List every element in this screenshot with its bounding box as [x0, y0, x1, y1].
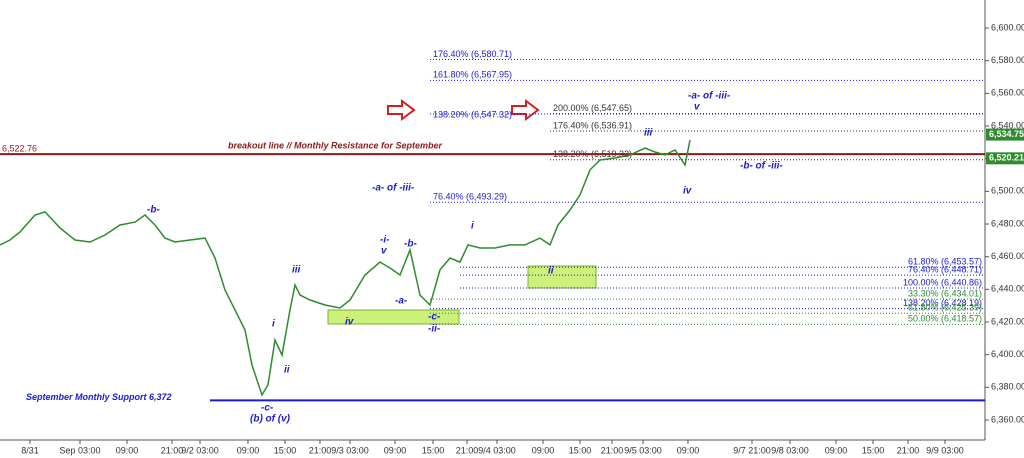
x-tick-label: 15:00	[422, 445, 445, 455]
wave-label: -b-	[404, 239, 417, 250]
wave-label: iii	[644, 128, 653, 139]
wave-label: -a- of -iii-	[688, 91, 731, 102]
x-tick-label: 21:00	[309, 445, 332, 455]
y-tick-label: 6,560.00	[991, 88, 1024, 98]
level-label: 138.20% (6,428.19)	[903, 298, 982, 308]
y-tick-label: 6,540.00	[991, 120, 1024, 130]
level-label: 76.40% (6,493.29)	[433, 192, 507, 202]
level-label: 138.20% (6,547.32)	[433, 109, 512, 119]
x-tick-label: 09:00	[532, 445, 555, 455]
price-badge	[986, 128, 1024, 141]
x-tick-label: 9/5 03:00	[624, 445, 662, 455]
y-tick-label: 6,480.00	[991, 218, 1024, 228]
wave-label: -ii-	[428, 324, 441, 335]
wave-label: -a- of -iii-	[372, 183, 415, 194]
x-tick-label: 09:00	[825, 445, 848, 455]
x-tick-label: 15:00	[862, 445, 885, 455]
x-tick-label: 15:00	[569, 445, 592, 455]
level-label: 61.80% (6,425.39)	[908, 303, 982, 313]
wave-label: -c-	[261, 403, 274, 414]
y-tick-label: 6,600.00	[991, 22, 1024, 32]
wave-label: -c-	[428, 312, 441, 323]
y-tick-label: 6,360.00	[991, 414, 1024, 424]
x-tick-label: 09:00	[237, 445, 260, 455]
x-tick-label: 9/7 21:00	[733, 445, 771, 455]
wave-label: i	[272, 319, 275, 330]
wave-label: -b- of -iii-	[740, 161, 783, 172]
price-badge	[986, 152, 1024, 165]
x-tick-label: 21:00	[161, 445, 184, 455]
wave-label: iv	[683, 186, 693, 197]
level-label: 33.30% (6,434.01)	[908, 289, 982, 299]
x-tick-label: Sep 03:00	[59, 445, 100, 455]
wave-label: -i-	[380, 235, 390, 246]
y-tick-label: 6,380.00	[991, 382, 1024, 392]
x-tick-label: 9/2 03:00	[181, 445, 219, 455]
wave-label: v	[694, 102, 701, 113]
breakout-value: 6,522.76	[2, 144, 37, 154]
breakout-text: breakout line // Monthly Resistance for …	[228, 141, 443, 151]
x-tick-label: 9/4 03:00	[478, 445, 516, 455]
y-tick-label: 6,400.00	[991, 349, 1024, 359]
x-tick-label: 09:00	[116, 445, 139, 455]
price-badge-label: 6,520.21	[989, 153, 1024, 163]
y-tick-label: 6,420.00	[991, 316, 1024, 326]
level-label: 50.00% (6,418.57)	[908, 314, 982, 324]
wave-label: v	[381, 246, 388, 257]
level-label: 176.40% (6,580.71)	[433, 49, 512, 59]
level-label: 176.40% (6,536.91)	[553, 120, 632, 130]
wave-label: iii	[292, 265, 301, 276]
x-tick-label: 9/9 03:00	[926, 445, 964, 455]
x-tick-label: 9/8 03:00	[771, 445, 809, 455]
wave-label: iv	[345, 317, 355, 328]
x-tick-label: 8/31	[21, 445, 39, 455]
level-label: 61.80% (6,453.57)	[908, 257, 982, 267]
x-tick-label: 21:00	[456, 445, 479, 455]
arrow	[387, 99, 416, 121]
level-label: 200.00% (6,547.65)	[553, 103, 632, 113]
y-tick-label: 6,500.00	[991, 186, 1024, 196]
support-text: September Monthly Support 6,372	[26, 392, 172, 402]
x-tick-label: 21:00	[897, 445, 920, 455]
x-tick-label: 21:00	[601, 445, 624, 455]
level-label: 76.40% (6,448.71)	[908, 265, 982, 275]
zone-box	[327, 309, 460, 325]
wave-label: (b) of (v)	[250, 414, 291, 425]
arrow	[511, 99, 540, 121]
y-tick-label: 6,580.00	[991, 55, 1024, 65]
wave-label: -a-	[395, 296, 408, 307]
level-label: 100.00% (6,440.86)	[903, 277, 982, 287]
x-tick-label: 9/3 03:00	[331, 445, 369, 455]
wave-label: i	[471, 221, 474, 232]
y-tick-label: 6,440.00	[991, 284, 1024, 294]
zone-box	[527, 265, 597, 289]
wave-label: -b-	[147, 205, 160, 216]
x-tick-label: 09:00	[384, 445, 407, 455]
y-tick-label: 6,460.00	[991, 251, 1024, 261]
x-tick-label: 09:00	[677, 445, 700, 455]
wave-label: ii	[548, 266, 554, 277]
wave-label: ii	[284, 365, 290, 376]
price-line	[0, 139, 691, 397]
price-badge-label: 6,534.75	[989, 129, 1024, 139]
level-label: 161.80% (6,567.95)	[433, 70, 512, 80]
x-tick-label: 15:00	[274, 445, 297, 455]
